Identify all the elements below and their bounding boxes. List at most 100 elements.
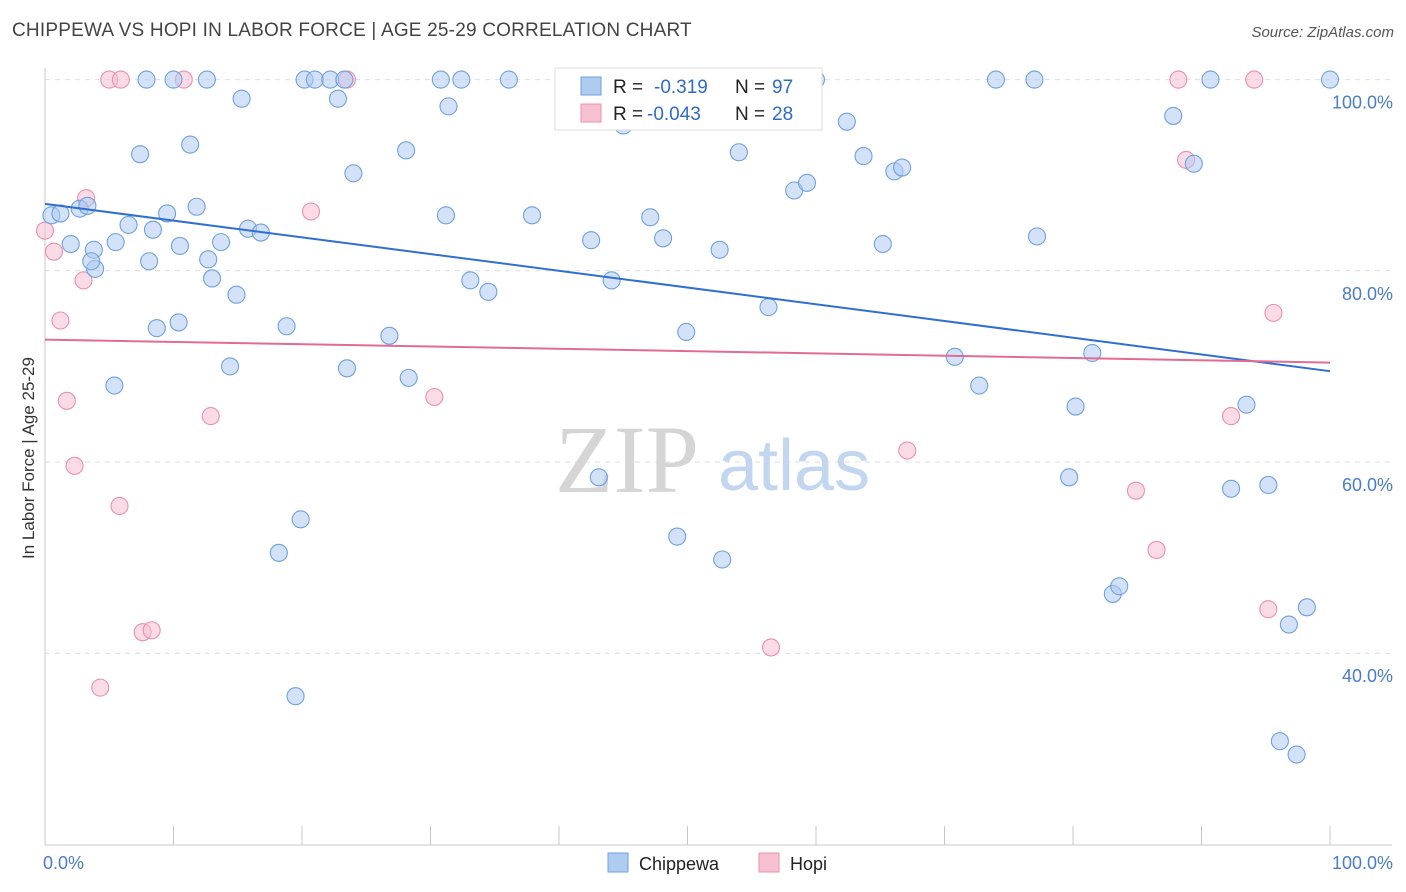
chippewa-point bbox=[1025, 70, 1044, 89]
chippewa-point bbox=[169, 313, 188, 332]
chippewa-point bbox=[335, 70, 354, 89]
series-legend: Chippewa Hopi bbox=[607, 852, 827, 874]
hopi-r-label: R = bbox=[613, 104, 643, 125]
chippewa-point bbox=[227, 285, 246, 304]
chippewa-point bbox=[1297, 598, 1316, 617]
chippewa-point bbox=[170, 236, 189, 255]
hopi-point bbox=[425, 387, 444, 407]
chippewa-point bbox=[137, 70, 156, 89]
chippewa-point bbox=[158, 204, 177, 223]
chippewa-point bbox=[105, 376, 124, 395]
chippewa-n-value: 97 bbox=[772, 77, 793, 98]
chippewa-point bbox=[854, 147, 873, 166]
chippewa-point bbox=[199, 250, 218, 269]
chippewa-point bbox=[187, 197, 206, 216]
chippewa-point bbox=[729, 143, 748, 162]
y-tick-label: 60.0% bbox=[1342, 475, 1393, 495]
chippewa-point bbox=[203, 269, 222, 288]
chippewa-point bbox=[1270, 732, 1289, 751]
chippewa-point bbox=[668, 527, 687, 546]
hopi-point bbox=[111, 70, 130, 89]
hopi-swatch bbox=[580, 103, 602, 123]
chippewa-point bbox=[143, 220, 162, 239]
hopi-point bbox=[44, 242, 64, 261]
chippewa-point bbox=[1287, 745, 1306, 764]
chippewa-point bbox=[61, 234, 80, 254]
legend-hopi-swatch bbox=[758, 852, 780, 873]
hopi-point bbox=[1222, 407, 1241, 426]
chippewa-point bbox=[211, 233, 231, 252]
hopi-point bbox=[65, 456, 84, 475]
legend-chippewa-label: Chippewa bbox=[639, 854, 720, 874]
hopi-n-label: N = bbox=[735, 104, 765, 125]
chippewa-point bbox=[582, 231, 601, 250]
chippewa-point bbox=[479, 282, 498, 301]
chippewa-point bbox=[431, 70, 450, 89]
hopi-n-value: 28 bbox=[772, 104, 793, 125]
watermark: ZIP atlas bbox=[555, 406, 870, 513]
chippewa-trend-line bbox=[44, 202, 1331, 373]
y-tick-label: 80.0% bbox=[1342, 284, 1393, 304]
chippewa-point bbox=[1184, 154, 1203, 173]
chippewa-point bbox=[1259, 475, 1278, 494]
hopi-point bbox=[1147, 540, 1166, 560]
chippewa-point bbox=[452, 70, 471, 89]
y-tick-label: 40.0% bbox=[1342, 666, 1393, 686]
chippewa-n-label: N = bbox=[735, 77, 765, 98]
hopi-point bbox=[35, 221, 55, 240]
watermark-zip: ZIP bbox=[555, 406, 699, 513]
hopi-trend-line bbox=[44, 338, 1331, 364]
chippewa-point bbox=[522, 206, 542, 225]
chippewa-point bbox=[78, 196, 97, 215]
y-axis-label: In Labor Force | Age 25-29 bbox=[19, 357, 38, 559]
chippewa-point bbox=[1027, 227, 1047, 246]
chippewa-point bbox=[232, 89, 251, 108]
hopi-point bbox=[1259, 600, 1278, 619]
hopi-point bbox=[201, 407, 220, 426]
chippewa-point bbox=[1201, 70, 1220, 89]
chippewa-point bbox=[1279, 615, 1298, 634]
hopi-point bbox=[1245, 70, 1264, 89]
chippewa-point bbox=[970, 376, 989, 395]
chippewa-point bbox=[602, 271, 621, 290]
y-tick-labels: 40.0% 60.0% 80.0% 100.0% bbox=[1332, 93, 1393, 687]
chippewa-point bbox=[436, 206, 455, 225]
chippewa-point bbox=[1222, 479, 1241, 498]
chippewa-point bbox=[1066, 397, 1085, 416]
chippewa-point bbox=[380, 326, 399, 345]
source-label: Source: ZipAtlas.com bbox=[1251, 24, 1394, 41]
watermark-atlas: atlas bbox=[718, 426, 870, 506]
hopi-point bbox=[761, 638, 781, 657]
chippewa-point bbox=[837, 112, 856, 131]
chippewa-point bbox=[197, 70, 216, 89]
chippewa-point bbox=[399, 368, 418, 387]
hopi-points bbox=[35, 70, 1283, 697]
axes bbox=[44, 68, 1392, 846]
hopi-point bbox=[898, 441, 917, 460]
chart-title: CHIPPEWA VS HOPI IN LABOR FORCE | AGE 25… bbox=[12, 20, 692, 41]
chippewa-point bbox=[131, 145, 150, 164]
chippewa-r-value: -0.319 bbox=[654, 77, 708, 98]
chippewa-point bbox=[461, 271, 480, 290]
x-tick-label-min: 0.0% bbox=[43, 853, 84, 873]
hopi-point bbox=[91, 678, 110, 697]
hopi-point bbox=[51, 311, 70, 330]
chippewa-point bbox=[677, 322, 696, 342]
chippewa-point bbox=[589, 468, 608, 487]
chippewa-point bbox=[873, 234, 892, 254]
chippewa-point bbox=[893, 158, 912, 177]
chippewa-point bbox=[147, 319, 166, 338]
gridlines bbox=[45, 79, 1392, 654]
chippewa-point bbox=[106, 233, 125, 252]
chippewa-point bbox=[641, 208, 660, 227]
chippewa-point bbox=[140, 252, 159, 271]
chippewa-point bbox=[277, 317, 296, 336]
y-tick-label: 100.0% bbox=[1332, 93, 1393, 113]
chippewa-point bbox=[119, 215, 138, 234]
hopi-point bbox=[57, 391, 76, 410]
chippewa-point bbox=[220, 357, 240, 376]
chippewa-point bbox=[713, 550, 732, 569]
chippewa-point bbox=[654, 229, 673, 248]
x-tick-label-max: 100.0% bbox=[1332, 853, 1393, 873]
